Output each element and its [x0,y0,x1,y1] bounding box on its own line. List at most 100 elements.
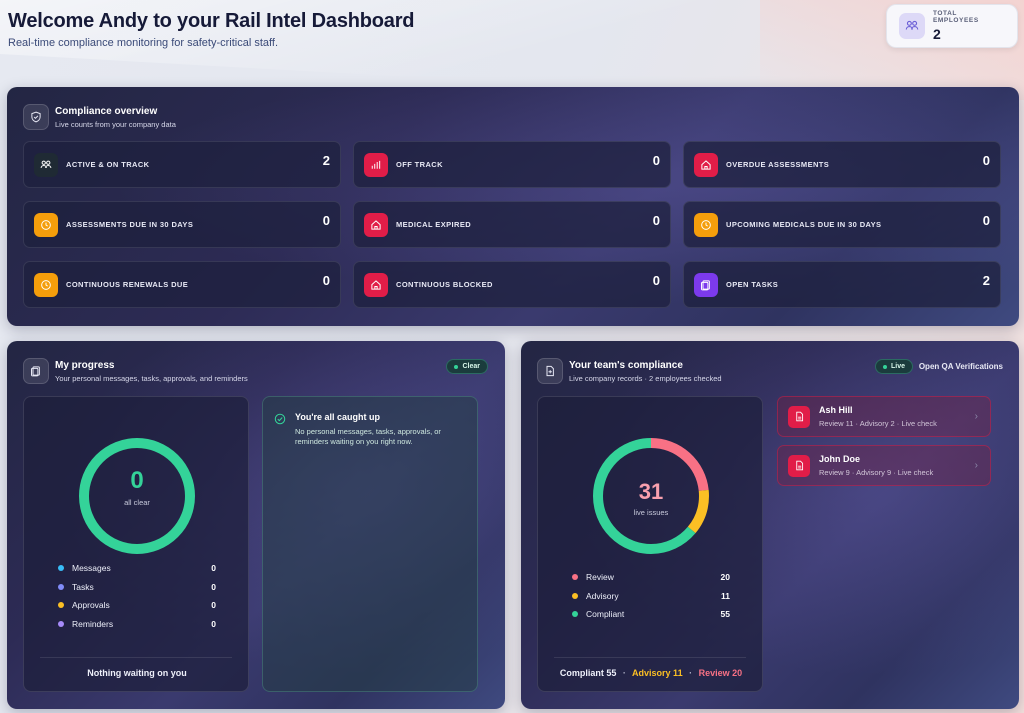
employee-meta: Review 11 · Advisory 2 · Live check [819,419,937,428]
total-employees-value: 2 [932,26,941,42]
page-subtitle: Real-time compliance monitoring for safe… [8,37,279,49]
home-icon [364,272,388,297]
team-summary-card: 31 live issues Review 20 Advisory 11 Complia… [537,396,763,692]
legend-dot [572,574,578,580]
legend-dot [58,602,64,608]
legend-dot [58,620,64,627]
stat-card-off-track[interactable]: OFF TRACK 0 [353,141,671,188]
chevron-right-icon: › [974,460,978,471]
team-donut-value: 31 [638,479,664,504]
legend-value: 0 [211,563,216,573]
stat-card-open-tasks[interactable]: OPEN TASKS 2 [683,261,1001,308]
page-title: Welcome Andy to your Rail Intel Dashboar… [8,10,415,32]
page-header: Welcome Andy to your Rail Intel Dashboar… [8,10,415,49]
team-footer: Compliant 55 · Advisory 11 · Review 20 [559,668,743,678]
clipboard-icon [694,272,718,297]
shield-icon [23,104,49,130]
document-icon [788,454,810,477]
stat-value: 2 [322,153,330,168]
legend-value: 11 [721,590,730,601]
legend-value: 55 [720,609,730,619]
clear-badge: Clear [446,359,488,374]
team-compliance-title: Your team's compliance [569,359,683,371]
stat-label: MEDICAL EXPIRED [396,220,472,229]
legend-value: 20 [720,572,730,582]
stat-card-continuous-blocked[interactable]: CONTINUOUS BLOCKED 0 [353,261,671,308]
clock-icon [34,212,58,237]
stat-card-active-on-track[interactable]: ACTIVE & ON TRACK 2 [23,141,341,188]
check-circle-icon [274,412,286,430]
stat-value: 0 [322,213,330,228]
chevron-right-icon: › [974,411,978,422]
home-icon [694,152,718,177]
compliance-overview-subtitle: Live counts from your company data [55,119,176,129]
legend-item-review: Review [572,572,614,582]
employee-row-ash-hill[interactable]: Ash Hill Review 11 · Advisory 2 · Live c… [777,396,991,437]
clipboard-icon [23,358,49,384]
stat-card-continuous-renewals-due[interactable]: CONTINUOUS RENEWALS DUE 0 [23,261,341,308]
stat-card-assessments-due-in-30-days[interactable]: ASSESSMENTS DUE IN 30 DAYS 0 [23,201,341,248]
stat-value: 0 [982,213,990,228]
caught-up-text: No personal messages, tasks, approvals, … [295,427,441,446]
stat-card-upcoming-medicals-due-in-30-days[interactable]: UPCOMING MEDICALS DUE IN 30 DAYS 0 [683,201,1001,248]
team-donut [593,438,709,554]
footer-advisory: Advisory 11 [632,668,683,678]
employee-meta: Review 9 · Advisory 9 · Live check [819,468,934,477]
stat-value: 0 [982,153,990,168]
progress-donut-label: all clear [124,498,150,507]
my-progress-title: My progress [55,359,115,371]
progress-donut-value: 0 [130,467,144,494]
progress-summary-card: 0 all clear Messages 0 Tasks 0 Approvals 0 Rem… [23,396,249,692]
caught-up-card: You're all caught up No personal message… [262,396,478,692]
clock-icon [34,272,58,297]
stat-value: 0 [652,153,660,168]
legend-item-messages: Messages [58,563,111,573]
bar-chart-icon [364,152,388,177]
compliance-overview-panel: Compliance overview Live counts from you… [7,87,1019,326]
legend-dot [572,592,578,599]
legend-item-reminders: Reminders [58,619,113,629]
employee-row-john-doe[interactable]: John Doe Review 9 · Advisory 9 · Live ch… [777,445,991,486]
total-employees-card: TOTAL EMPLOYEES 2 [886,4,1018,48]
legend-item-advisory: Advisory [572,591,619,601]
people-icon [899,13,925,39]
progress-donut [79,438,195,554]
stat-label: UPCOMING MEDICALS DUE IN 30 DAYS [726,220,882,229]
stat-label: ACTIVE & ON TRACK [66,160,150,169]
team-compliance-panel: Your team's compliance Live company reco… [521,341,1019,709]
legend-value: 0 [211,618,216,629]
legend-dot [58,583,64,590]
home-icon [364,212,388,237]
people-icon [34,152,58,177]
employee-name: Ash Hill [819,405,853,415]
employee-name: John Doe [819,454,861,464]
clock-icon [694,212,718,237]
caught-up-title: You're all caught up [295,412,380,422]
my-progress-subtitle: Your personal messages, tasks, approvals… [55,373,248,383]
stat-value: 0 [652,273,660,288]
stat-value: 2 [982,273,990,288]
stat-label: OFF TRACK [396,160,443,169]
total-employees-label: TOTAL EMPLOYEES [932,10,979,24]
live-badge: Live [875,359,914,374]
stat-card-medical-expired[interactable]: MEDICAL EXPIRED 0 [353,201,671,248]
legend-value: 0 [211,600,216,610]
team-donut-label: live issues [633,508,669,517]
progress-footer: Nothing waiting on you [87,668,187,678]
stat-label: ASSESSMENTS DUE IN 30 DAYS [66,220,194,229]
legend-item-tasks: Tasks [58,582,94,592]
stat-label: OPEN TASKS [726,280,779,289]
legend-item-approvals: Approvals [58,600,110,610]
donut-slice-advisory [593,438,709,554]
team-compliance-subtitle: Live company records · 2 employees check… [569,373,722,383]
compliance-overview-title: Compliance overview [55,105,158,117]
donut-slice-compliant [593,438,709,554]
my-progress-panel: My progress Your personal messages, task… [7,341,505,709]
open-qa-verifications-link[interactable]: Open QA Verifications [918,362,1003,371]
legend-dot [572,611,578,617]
stat-card-overdue-assessments[interactable]: OVERDUE ASSESSMENTS 0 [683,141,1001,188]
stat-value: 0 [322,273,330,288]
stat-label: CONTINUOUS RENEWALS DUE [66,280,189,289]
stat-label: OVERDUE ASSESSMENTS [726,160,830,169]
footer-compliant: Compliant 55 [559,668,617,678]
